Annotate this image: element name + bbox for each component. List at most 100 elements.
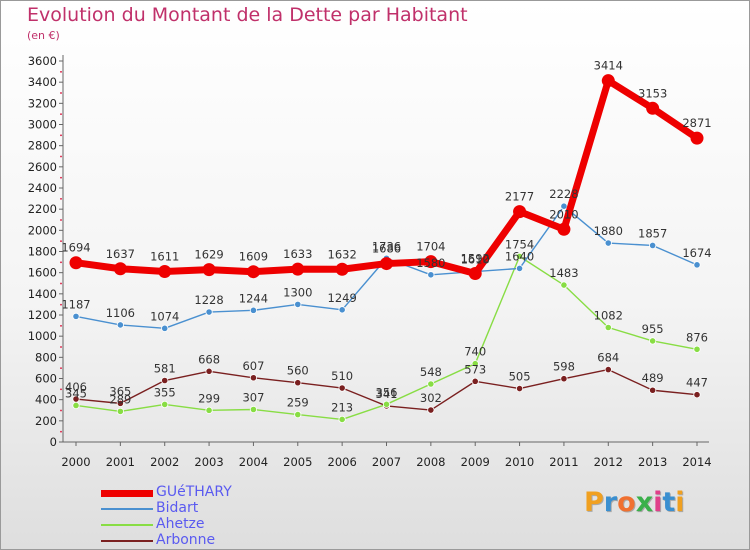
data-point (649, 337, 657, 345)
y-minor-tick (60, 71, 62, 73)
chart-title: Evolution du Montant de la Dette par Hab… (27, 4, 468, 26)
data-point (161, 324, 169, 332)
data-label: 1249 (328, 291, 357, 305)
logo-letter: t (662, 487, 676, 518)
x-tick-label: 2000 (61, 455, 90, 469)
data-label: 607 (242, 359, 264, 373)
data-label: 505 (509, 370, 531, 384)
x-tick-label: 2010 (505, 455, 534, 469)
x-tick-label: 2001 (106, 455, 135, 469)
y-minor-tick (60, 176, 62, 179)
y-tick-label: 1200 (28, 308, 57, 322)
y-minor-tick (60, 409, 62, 412)
x-tick-label: 2009 (461, 455, 490, 469)
y-tick-label: 2800 (28, 139, 57, 153)
data-label: 1754 (505, 237, 534, 251)
y-tick-label: 3600 (28, 54, 57, 68)
data-label: 1629 (194, 248, 223, 262)
legend-label: GUéTHARY (156, 484, 232, 500)
data-point (471, 377, 479, 385)
data-point (427, 406, 435, 414)
data-label: 1187 (61, 297, 90, 311)
y-tick-label: 200 (35, 414, 57, 428)
y-tick-label: 400 (35, 393, 57, 407)
data-label: 1611 (150, 250, 179, 264)
data-point (693, 261, 701, 269)
data-point (116, 321, 124, 329)
data-point (294, 379, 302, 387)
data-label: 1857 (638, 226, 667, 240)
logo-letter: i (653, 487, 663, 518)
x-tick-label: 2014 (682, 455, 711, 469)
data-point (338, 306, 346, 314)
y-minor-tick (60, 113, 62, 115)
legend-swatch (101, 508, 153, 510)
data-label: 299 (198, 391, 220, 405)
data-label: 1736 (372, 239, 401, 253)
data-label: 598 (553, 360, 575, 374)
data-point (72, 312, 80, 320)
logo-letter: o (617, 487, 636, 518)
x-tick-label: 2008 (416, 455, 445, 469)
data-point (382, 400, 391, 408)
data-point (604, 323, 612, 332)
data-label: 955 (642, 322, 664, 336)
data-label: 307 (242, 391, 264, 405)
data-point (116, 399, 124, 407)
data-label: 2177 (505, 190, 534, 204)
y-tick-label: 3200 (28, 96, 57, 110)
y-tick-label: 2200 (28, 202, 57, 216)
legend-item: Ahetze (101, 516, 361, 533)
data-label: 668 (198, 352, 220, 366)
data-point (427, 271, 435, 279)
y-tick-label: 1800 (28, 245, 57, 259)
data-point (560, 281, 568, 289)
data-label: 1637 (106, 247, 135, 261)
x-tick-label: 2012 (594, 455, 623, 469)
data-point (646, 101, 660, 115)
x-tick-label: 2007 (372, 455, 401, 469)
data-point (294, 300, 302, 309)
data-label: 1704 (416, 240, 445, 254)
y-minor-tick (60, 240, 62, 242)
data-point (205, 367, 213, 375)
data-label: 876 (686, 330, 708, 344)
data-point (116, 407, 124, 416)
chart-axes: 0 200 400 600 800 1000 1200 1400 1600 1800 2000 220… (28, 54, 712, 469)
y-tick-label: 3000 (28, 118, 57, 132)
data-point (468, 267, 482, 281)
data-label: 356 (376, 385, 398, 399)
data-point (158, 265, 172, 279)
y-tick-label: 600 (35, 372, 57, 386)
data-label: 302 (420, 391, 442, 405)
data-point (113, 262, 127, 276)
data-label: 2871 (682, 116, 711, 130)
data-point (338, 415, 346, 424)
legend-item: Arbonne (101, 532, 361, 549)
chart-legend: GUéTHARY Bidart Ahetze Arbonne (101, 484, 361, 549)
data-label: 560 (287, 364, 309, 378)
legend-item: GUéTHARY (101, 484, 361, 501)
data-point (557, 222, 571, 236)
data-point (693, 345, 701, 353)
data-point (471, 360, 479, 368)
logo-letter: x (635, 487, 654, 518)
data-point (604, 366, 612, 374)
logo-letter: r (603, 487, 618, 518)
data-label: 1082 (594, 308, 623, 322)
y-minor-tick (60, 155, 62, 158)
y-tick-label: 800 (35, 350, 57, 364)
data-label: 1592 (461, 252, 490, 266)
data-point (690, 131, 704, 145)
x-tick-label: 2002 (150, 455, 179, 469)
data-point (72, 401, 80, 410)
series-layer (69, 74, 704, 424)
data-point (604, 239, 612, 247)
data-label: 1674 (682, 246, 711, 260)
legend-swatch (101, 524, 153, 526)
x-tick-label: 2013 (638, 455, 667, 469)
data-point (515, 252, 524, 260)
data-label: 341 (376, 387, 398, 401)
y-tick-label: 1000 (28, 329, 57, 343)
